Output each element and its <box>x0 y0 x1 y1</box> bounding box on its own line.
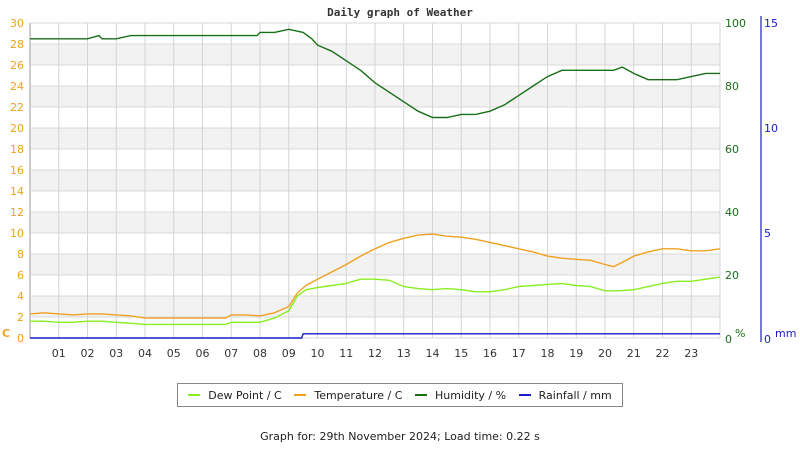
x-axis-tick: 08 <box>253 347 267 360</box>
x-axis-tick: 05 <box>167 347 181 360</box>
left-axis-tick: 14 <box>10 185 24 198</box>
x-axis-tick: 23 <box>684 347 698 360</box>
legend-item: Rainfall / mm <box>518 388 612 402</box>
rainfall-axis-unit: mm <box>775 327 796 340</box>
x-axis-tick: 22 <box>656 347 670 360</box>
legend-label: Temperature / C <box>314 388 403 402</box>
x-axis-tick: 09 <box>282 347 296 360</box>
left-axis-tick: 24 <box>10 80 24 93</box>
legend-label: Dew Point / C <box>208 388 282 402</box>
x-axis-tick: 01 <box>52 347 66 360</box>
humidity-axis-tick: 100 <box>725 17 746 30</box>
x-axis-tick: 14 <box>426 347 440 360</box>
chart-legend: Dew Point / C Temperature / C Humidity / %… <box>177 383 623 407</box>
x-axis-tick: 03 <box>109 347 123 360</box>
humidity-axis-tick: 40 <box>725 206 739 219</box>
x-axis-tick: 02 <box>81 347 95 360</box>
legend-item: Humidity / % <box>415 389 506 402</box>
rainfall-axis-tick: 0 <box>764 333 771 346</box>
series-line <box>30 333 720 339</box>
legend-item: Dew Point / C <box>188 388 282 402</box>
legend-swatch-icon <box>294 394 307 396</box>
x-axis-tick: 10 <box>311 347 325 360</box>
humidity-axis-tick: 20 <box>725 269 739 282</box>
x-axis-tick: 12 <box>368 347 382 360</box>
graph-footer: Graph for: 29th November 2024; Load time… <box>260 430 540 443</box>
x-axis-tick: 18 <box>541 347 555 360</box>
plot-series <box>29 28 721 339</box>
legend-swatch-icon <box>415 394 428 396</box>
x-axis-tick: 06 <box>196 347 210 360</box>
legend-item: Temperature / C <box>294 389 402 402</box>
x-axis-tick: 07 <box>224 347 238 360</box>
left-axis-tick: 4 <box>17 290 24 303</box>
humidity-axis-tick: 80 <box>725 80 739 93</box>
humidity-axis-tick: 60 <box>725 143 739 156</box>
legend-swatch-icon <box>188 394 201 396</box>
plot-grid <box>29 22 721 339</box>
left-axis-tick: 0 <box>17 332 24 345</box>
x-axis-tick: 15 <box>454 347 468 360</box>
x-axis-tick: 11 <box>339 347 353 360</box>
series-line <box>30 28 720 119</box>
x-axis-tick: 13 <box>397 347 411 360</box>
chart-title: Daily graph of Weather <box>327 6 473 19</box>
rainfall-axis-tick: 5 <box>764 227 771 240</box>
left-axis-tick: 2 <box>17 311 24 324</box>
x-axis-tick: 21 <box>627 347 641 360</box>
legend-label: Humidity / % <box>435 388 507 402</box>
series-line <box>29 233 721 319</box>
humidity-axis-tick: 0 <box>725 333 732 346</box>
x-axis-tick: 16 <box>483 347 497 360</box>
left-axis-tick: 18 <box>10 143 24 156</box>
x-axis-tick: 19 <box>569 347 583 360</box>
legend-label: Rainfall / mm <box>538 388 612 402</box>
left-axis-tick: 10 <box>10 227 24 240</box>
humidity-axis-unit: % <box>735 327 745 340</box>
left-axis-tick: 20 <box>10 122 24 135</box>
left-axis-tick: 16 <box>10 164 24 177</box>
legend-swatch-icon <box>518 394 531 396</box>
rainfall-axis-tick: 10 <box>764 122 778 135</box>
left-axis-tick: 22 <box>10 101 24 114</box>
rainfall-axis-tick: 15 <box>764 17 778 30</box>
left-axis-tick: 6 <box>17 269 24 282</box>
x-axis-tick: 20 <box>598 347 612 360</box>
series-line <box>30 276 721 326</box>
left-axis-tick: 8 <box>17 248 24 261</box>
x-axis-tick: 04 <box>138 347 152 360</box>
left-axis-tick: 28 <box>10 38 24 51</box>
x-axis-tick: 17 <box>512 347 526 360</box>
left-axis-tick: 12 <box>10 206 24 219</box>
left-axis-unit: C <box>2 327 10 340</box>
left-axis-tick: 26 <box>10 59 24 72</box>
left-axis-tick: 30 <box>10 17 24 30</box>
